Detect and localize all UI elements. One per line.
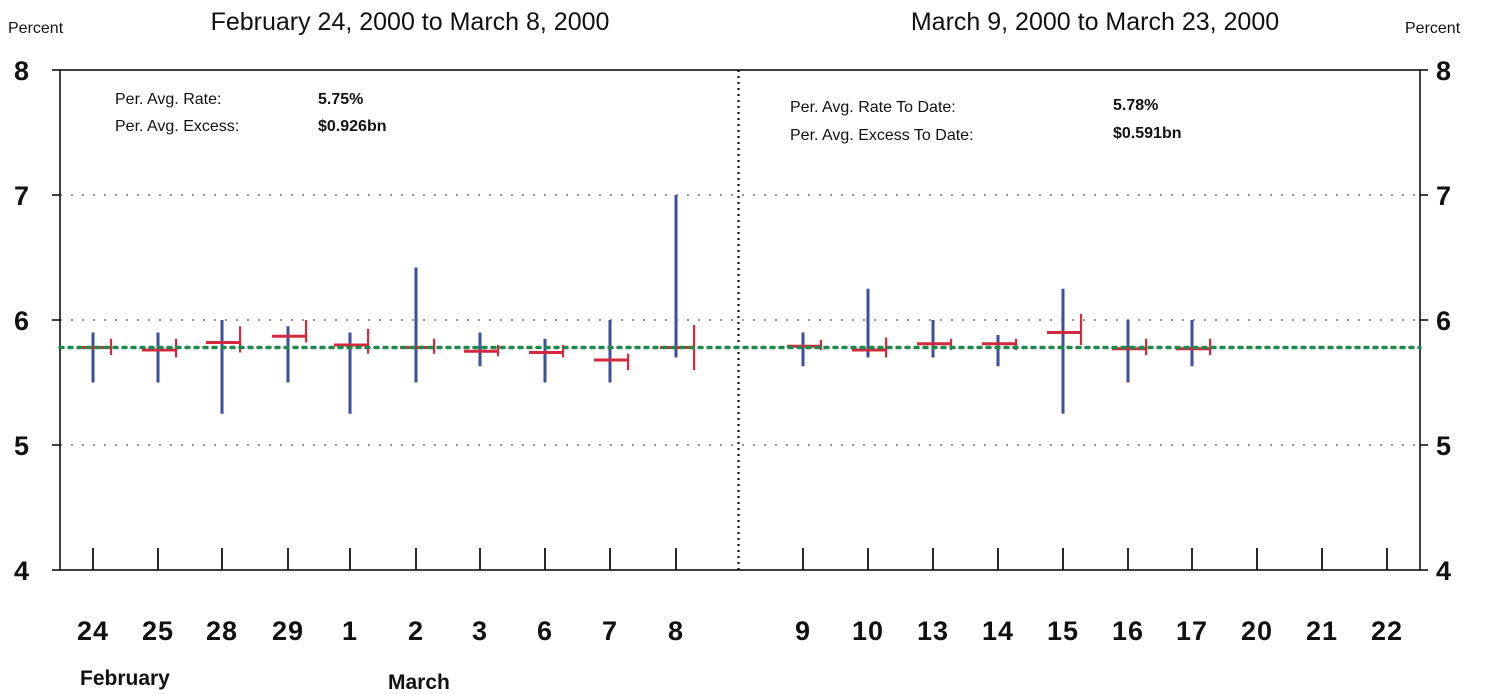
y-tick-label-right: 4: [1436, 556, 1451, 586]
x-tick-label: 29: [272, 616, 304, 646]
y-unit-label-right: Percent: [1405, 20, 1461, 37]
x-tick-label: 8: [668, 616, 684, 646]
stat-value-right-excess: $0.591bn: [1113, 125, 1181, 142]
x-tick-label: 21: [1306, 616, 1338, 646]
y-unit-label-left: Percent: [8, 20, 64, 37]
panel-title-left: February 24, 2000 to March 8, 2000: [211, 8, 610, 36]
stat-label-left-excess: Per. Avg. Excess:: [115, 118, 239, 135]
month-label-february: February: [80, 667, 170, 690]
y-tick-label-right: 7: [1436, 181, 1451, 211]
y-tick-label-left: 4: [14, 556, 29, 586]
x-tick-label: 20: [1241, 616, 1273, 646]
plot-area: 4 4 5 5 6 6 7 7 8 8 24 25 28 29 1 2 3 6 7 8 9 10 13 14 15 16 17 20 2…: [14, 56, 1451, 646]
x-tick-label: 25: [142, 616, 174, 646]
x-tick-label: 3: [472, 616, 488, 646]
panel-title-right: March 9, 2000 to March 23, 2000: [911, 8, 1279, 36]
x-tick-label: 1: [342, 616, 358, 646]
x-tick-label: 14: [982, 616, 1014, 646]
x-tick-label: 6: [537, 616, 553, 646]
x-tick-label: 13: [917, 616, 949, 646]
y-tick-label-left: 7: [14, 181, 29, 211]
x-tick-label: 28: [206, 616, 238, 646]
stat-label-left-rate: Per. Avg. Rate:: [115, 91, 221, 108]
x-tick-label: 15: [1047, 616, 1079, 646]
stat-label-right-excess: Per. Avg. Excess To Date:: [790, 127, 974, 144]
y-tick-label-left: 8: [14, 56, 29, 86]
x-tick-label: 7: [602, 616, 618, 646]
y-tick-label-left: 6: [14, 306, 29, 336]
y-tick-label-right: 6: [1436, 306, 1451, 336]
x-tick-label: 22: [1371, 616, 1403, 646]
month-label-march: March: [388, 671, 450, 694]
x-tick-label: 2: [408, 616, 424, 646]
y-tick-label-left: 5: [14, 431, 29, 461]
x-tick-label: 17: [1176, 616, 1208, 646]
stat-label-right-rate: Per. Avg. Rate To Date:: [790, 99, 956, 116]
x-tick-label: 10: [852, 616, 884, 646]
stat-value-left-excess: $0.926bn: [318, 118, 386, 135]
y-tick-label-right: 8: [1436, 56, 1451, 86]
x-tick-label: 24: [77, 616, 109, 646]
stat-value-left-rate: 5.75%: [318, 91, 363, 108]
stat-value-right-rate: 5.78%: [1113, 97, 1158, 114]
x-tick-label: 16: [1112, 616, 1144, 646]
x-tick-label: 9: [795, 616, 811, 646]
y-tick-label-right: 5: [1436, 431, 1451, 461]
